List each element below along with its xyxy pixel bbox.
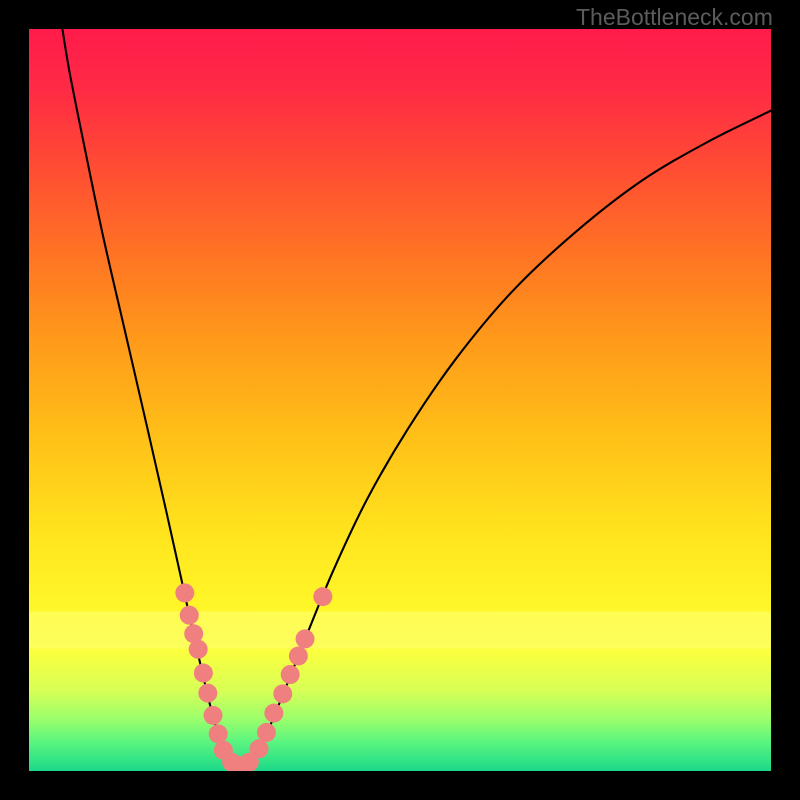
chart-root: TheBottleneck.com — [0, 0, 800, 800]
marker-dot — [180, 606, 199, 625]
marker-dot — [257, 723, 276, 742]
marker-dot — [204, 706, 223, 725]
yellow-band — [29, 611, 771, 648]
marker-dot — [175, 583, 194, 602]
marker-dot — [273, 684, 292, 703]
watermark-text: TheBottleneck.com — [576, 4, 773, 31]
marker-dot — [313, 587, 332, 606]
marker-dot — [264, 704, 283, 723]
marker-dot — [194, 664, 213, 683]
marker-dot — [198, 684, 217, 703]
marker-dot — [289, 646, 308, 665]
marker-dot — [189, 640, 208, 659]
marker-dot — [281, 665, 300, 684]
chart-svg — [0, 0, 800, 800]
marker-dot — [296, 629, 315, 648]
marker-dot — [250, 739, 269, 758]
marker-dot — [209, 724, 228, 743]
